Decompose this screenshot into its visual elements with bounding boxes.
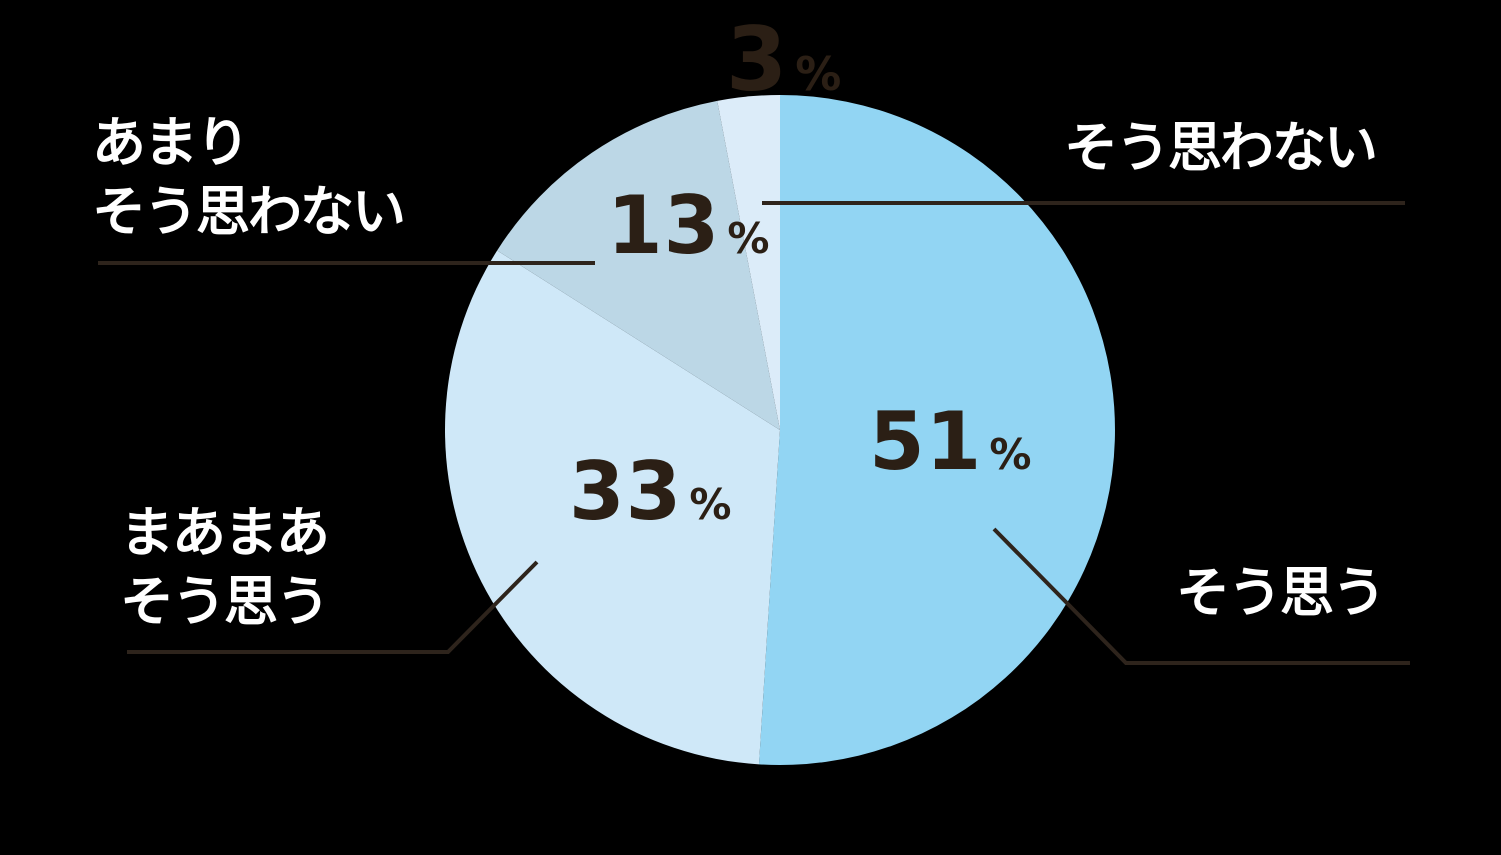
pie-slice-13pct (497, 100, 780, 431)
callout-label-sou-omowanai: そう思わない (1064, 113, 1378, 182)
percent-label-13: 13 % (607, 186, 769, 266)
percent-sign: % (727, 214, 770, 263)
percent-value: 33 (569, 445, 683, 538)
callout-label-line: あまり (92, 111, 250, 174)
callout-label-line: そう思う (1176, 561, 1386, 624)
callout-label-line: そう思う (120, 570, 330, 633)
callout-label-line: そう思わない (1064, 116, 1378, 179)
leader-line-maamaa-sou-omou (127, 560, 539, 654)
percent-sign: % (989, 430, 1032, 479)
pie-slice-51pct (758, 95, 1115, 766)
percent-value: 51 (869, 395, 983, 488)
pie-slice-33pct (445, 250, 780, 765)
callout-label-line: まあまあ (120, 501, 330, 564)
percent-label-51: 51 % (869, 402, 1031, 482)
pie (445, 95, 1115, 766)
callout-label-maamaa-sou-omou: まあまあ そう思う (120, 498, 330, 636)
percent-label-3: 3 % (726, 16, 841, 104)
percent-value: 3 (726, 8, 789, 111)
leader-line-sou-omou (992, 527, 1410, 665)
callout-label-amari-sou-omowanai: あまり そう思わない (92, 108, 406, 246)
callout-label-line: そう思わない (92, 180, 406, 243)
percent-label-33: 33 % (569, 452, 731, 532)
pie-slice-3pct (717, 95, 780, 430)
callout-label-sou-omou: そう思う (1176, 558, 1386, 627)
percent-value: 13 (607, 179, 721, 272)
percent-sign: % (689, 480, 732, 529)
percent-sign: % (795, 47, 842, 101)
